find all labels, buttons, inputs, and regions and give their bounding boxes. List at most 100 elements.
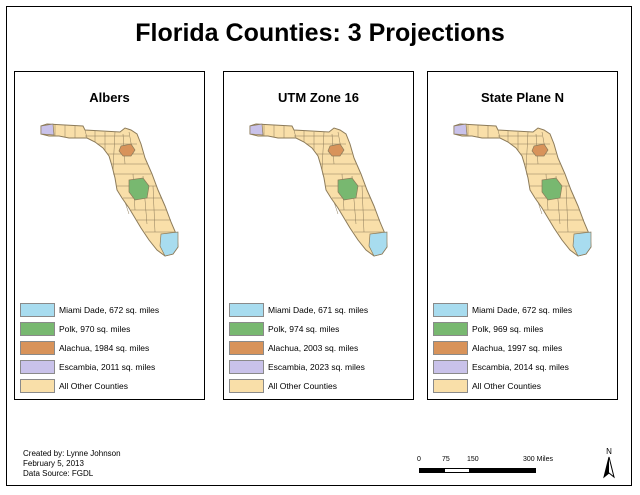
county-miami-dade (572, 231, 592, 257)
county-border (497, 129, 501, 139)
credit-author: Created by: Lynne Johnson (23, 449, 121, 458)
county-border (124, 201, 130, 215)
county-border (84, 129, 88, 139)
legend-swatch (433, 378, 468, 393)
legend-label: Miami Dade, 671 sq. miles (268, 304, 369, 315)
legend-swatch (433, 321, 468, 336)
legend-label: All Other Counties (59, 380, 128, 391)
scale-tick-label: 0 (417, 456, 421, 463)
county-border (152, 185, 156, 233)
legend-item-polk: Polk, 970 sq. miles (20, 319, 200, 338)
county-polk (337, 177, 359, 201)
florida-state (40, 123, 179, 257)
panel-title: State Plane N (480, 90, 565, 105)
florida-map-albers (40, 123, 179, 257)
legend-label: Miami Dade, 672 sq. miles (59, 304, 160, 315)
florida-map-state-plane (453, 123, 592, 257)
county-border (565, 185, 569, 233)
legend-swatch (229, 340, 264, 355)
legend-item-alachua: Alachua, 1984 sq. miles (20, 338, 200, 357)
legend-swatch (20, 321, 55, 336)
legend-label: Escambia, 2011 sq. miles (59, 361, 156, 372)
map-credits: Created by: Lynne Johnson February 5, 20… (23, 449, 121, 479)
legend-item-other: All Other Counties (229, 376, 409, 395)
legend-item-escambia: Escambia, 2014 sq. miles (433, 357, 613, 376)
county-escambia (40, 123, 55, 136)
county-miami-dade (159, 231, 179, 257)
legend-swatch (433, 302, 468, 317)
county-alachua (531, 143, 549, 157)
legend: Miami Dade, 672 sq. miles Polk, 970 sq. m… (20, 300, 200, 395)
county-polk (541, 177, 563, 201)
county-alachua (118, 143, 136, 157)
legend-swatch (20, 359, 55, 374)
legend-swatch (20, 340, 55, 355)
county-border (537, 201, 543, 215)
legend-item-other: All Other Counties (433, 376, 613, 395)
scale-tick-label: 150 (467, 456, 479, 463)
legend-swatch (229, 321, 264, 336)
scale-segment (444, 468, 470, 473)
legend-item-other: All Other Counties (20, 376, 200, 395)
legend-item-miami-dade: Miami Dade, 672 sq. miles (433, 300, 613, 319)
legend-label: Alachua, 1984 sq. miles (59, 342, 150, 353)
panel-title: UTM Zone 16 (278, 90, 359, 105)
legend-swatch (229, 359, 264, 374)
panel-state-plane-n: State Plane N Miami Dade, 672 sq. miles P… (427, 71, 618, 400)
legend: Miami Dade, 671 sq. miles Polk, 974 sq. m… (229, 300, 409, 395)
county-border (112, 131, 116, 171)
map-layout: Florida Counties: 3 Projections Albers M… (6, 6, 632, 486)
county-miami-dade (368, 231, 388, 257)
map-title: Florida Counties: 3 Projections (135, 19, 505, 47)
scale-tick-label: 75 (442, 456, 450, 463)
county-border (525, 131, 529, 171)
legend: Miami Dade, 672 sq. miles Polk, 969 sq. m… (433, 300, 613, 395)
county-polk (128, 177, 150, 201)
florida-map-utm (249, 123, 388, 257)
legend-item-polk: Polk, 969 sq. miles (433, 319, 613, 338)
panel-utm-zone-16: UTM Zone 16 Miami Dade, 671 sq. miles Pol… (223, 71, 414, 400)
legend-swatch (20, 378, 55, 393)
scale-segment (419, 468, 445, 473)
legend-swatch (229, 378, 264, 393)
legend-label: Alachua, 1997 sq. miles (472, 342, 563, 353)
panel-albers: Albers Miami Dade, 672 sq. miles Polk, 97… (14, 71, 205, 400)
county-alachua (327, 143, 345, 157)
legend-label: Escambia, 2014 sq. miles (472, 361, 569, 372)
legend-item-alachua: Alachua, 2003 sq. miles (229, 338, 409, 357)
legend-swatch (229, 302, 264, 317)
county-border (293, 129, 297, 139)
credit-source: Data Source: FGDL (23, 469, 94, 478)
county-escambia (249, 123, 264, 136)
county-escambia (453, 123, 468, 136)
legend-label: All Other Counties (268, 380, 337, 391)
panel-title: Albers (89, 90, 130, 105)
county-border (333, 201, 339, 215)
scale-bar: 0 75 150 300 Miles (415, 456, 565, 482)
legend-item-miami-dade: Miami Dade, 672 sq. miles (20, 300, 200, 319)
scale-segment (469, 468, 536, 473)
legend-item-polk: Polk, 974 sq. miles (229, 319, 409, 338)
legend-label: Alachua, 2003 sq. miles (268, 342, 359, 353)
county-border (321, 131, 325, 171)
county-border (361, 185, 365, 233)
florida-state (453, 123, 592, 257)
legend-label: Escambia, 2023 sq. miles (268, 361, 365, 372)
scale-end-label: 300 Miles (523, 456, 553, 463)
legend-item-escambia: Escambia, 2011 sq. miles (20, 357, 200, 376)
legend-swatch (433, 340, 468, 355)
north-label: N (606, 447, 612, 456)
legend-label: Polk, 970 sq. miles (59, 323, 131, 334)
credit-date: February 5, 2013 (23, 459, 84, 468)
legend-item-escambia: Escambia, 2023 sq. miles (229, 357, 409, 376)
legend-label: Miami Dade, 672 sq. miles (472, 304, 573, 315)
legend-label: Polk, 974 sq. miles (268, 323, 340, 334)
north-arrow-icon: N (603, 447, 615, 479)
legend-item-alachua: Alachua, 1997 sq. miles (433, 338, 613, 357)
legend-swatch (20, 302, 55, 317)
legend-label: Polk, 969 sq. miles (472, 323, 544, 334)
legend-label: All Other Counties (472, 380, 541, 391)
legend-swatch (433, 359, 468, 374)
legend-item-miami-dade: Miami Dade, 671 sq. miles (229, 300, 409, 319)
florida-state (249, 123, 388, 257)
